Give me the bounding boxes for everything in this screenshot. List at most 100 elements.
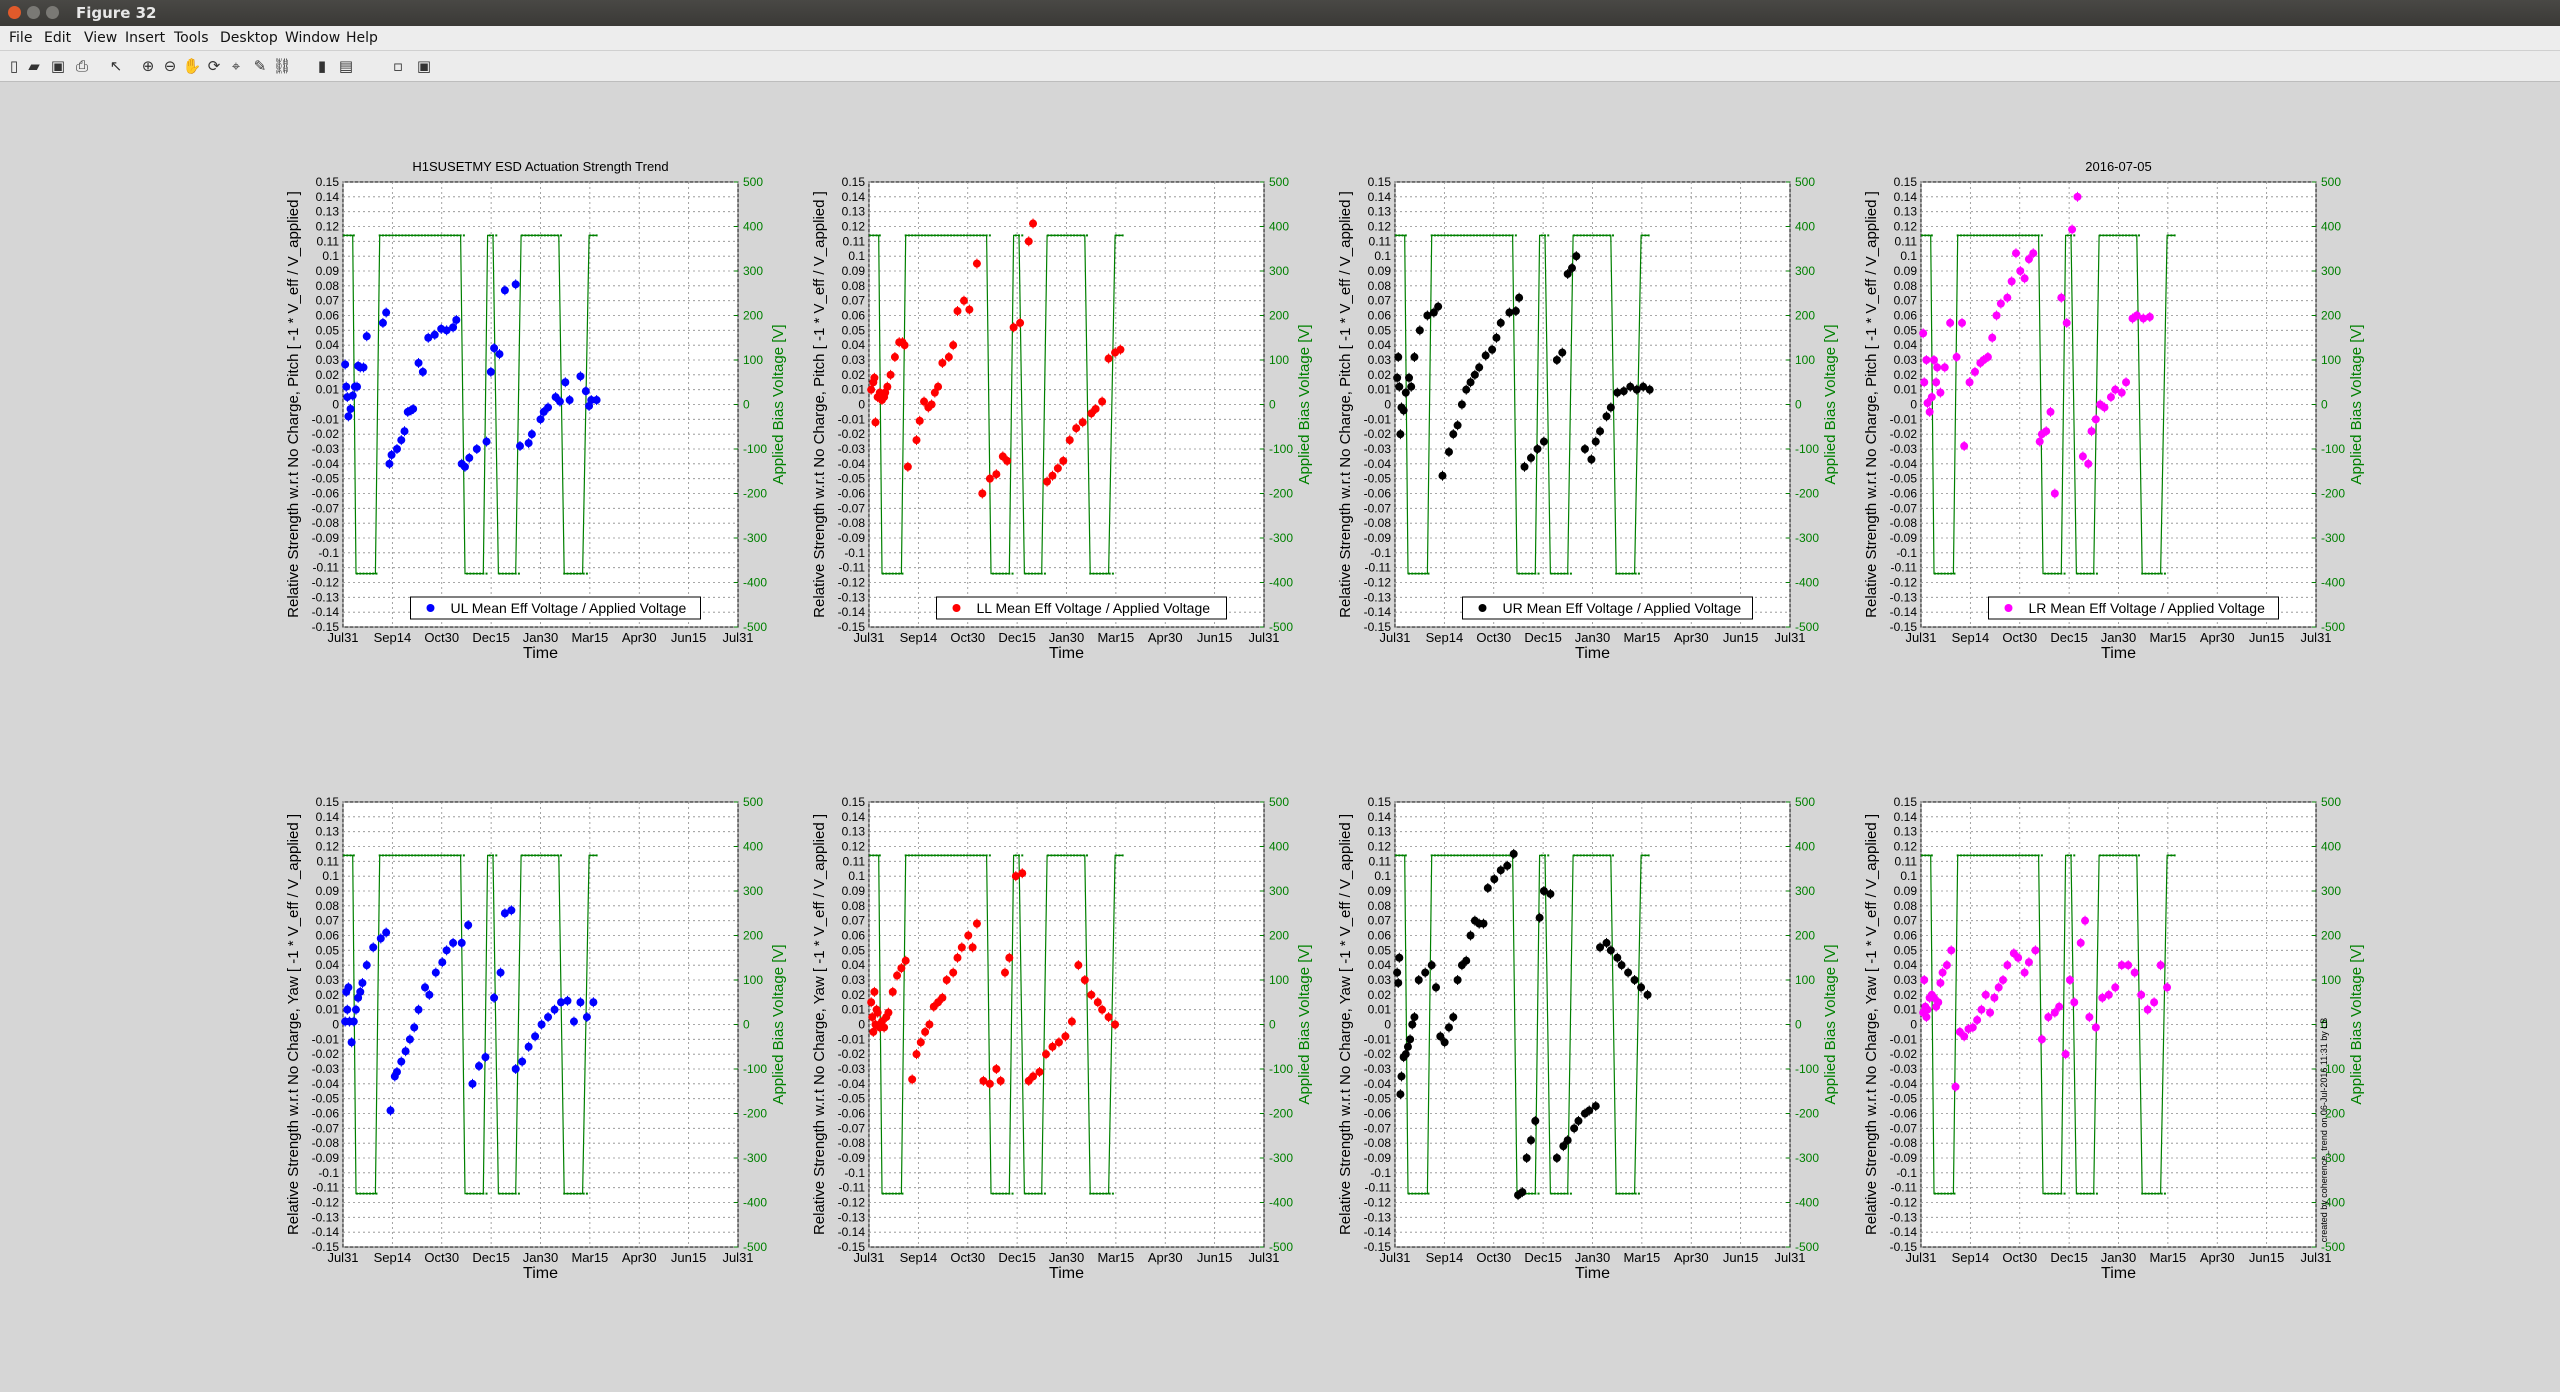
bias-voltage-marker	[2050, 572, 2053, 575]
edit-plot-icon[interactable]: ↖	[109, 57, 123, 75]
y-tick-label: 0.07	[1368, 294, 1392, 308]
y2-tick-label: 0	[2321, 398, 2328, 412]
data-point	[1427, 961, 1436, 970]
x-tick-label: Jul31	[2300, 630, 2331, 645]
y-tick-label: -0.08	[1364, 516, 1392, 530]
bias-voltage-marker	[1047, 234, 1050, 237]
y-tick-label: 0.12	[842, 840, 866, 854]
hide-plot-tools-icon[interactable]: ▫	[392, 57, 404, 75]
data-point	[442, 946, 451, 955]
x-tick-label: Mar15	[571, 630, 608, 645]
data-point	[550, 1005, 559, 1014]
bias-voltage-marker	[1420, 1192, 1423, 1195]
menu-edit[interactable]: Edit	[44, 30, 72, 46]
new-figure-icon[interactable]: ▯	[9, 57, 19, 75]
menu-view[interactable]: View	[84, 30, 118, 46]
data-point	[934, 382, 943, 391]
y-tick-label: -0.06	[1890, 487, 1918, 501]
data-point	[1587, 455, 1596, 464]
print-icon[interactable]: ⎙	[75, 57, 88, 75]
data-point	[1936, 388, 1945, 397]
y-tick-label: 0.09	[1368, 884, 1392, 898]
bias-voltage-marker	[398, 234, 401, 237]
y-tick-label: 0.09	[842, 884, 866, 898]
bias-voltage-marker	[1115, 234, 1118, 237]
data-point	[1624, 968, 1633, 977]
data-point	[2029, 249, 2038, 258]
minimize-window-icon[interactable]	[27, 6, 40, 19]
data-point	[1932, 378, 1941, 387]
y2-tick-label: -400	[743, 576, 767, 590]
y-tick-label: -0.05	[838, 1092, 866, 1106]
bias-voltage-marker	[1469, 234, 1472, 237]
show-plot-tools-icon[interactable]: ▣	[416, 57, 432, 75]
data-point	[1509, 849, 1518, 858]
bias-voltage-marker	[1985, 234, 1988, 237]
data-point	[1645, 385, 1654, 394]
y2-tick-label: 500	[1269, 175, 1289, 189]
y-tick-label: 0.05	[842, 943, 866, 957]
link-plot-icon[interactable]: ⛓	[272, 57, 292, 75]
menu-desktop[interactable]: Desktop	[220, 30, 278, 46]
data-cursor-icon[interactable]: ⌖	[231, 57, 241, 75]
bias-voltage-marker	[436, 854, 439, 857]
menu-window[interactable]: Window	[285, 30, 341, 46]
y-axis-label: Relative Strength w.r.t No Charge, Yaw […	[1337, 814, 1354, 1235]
data-point	[2037, 1035, 2046, 1044]
zoom-in-icon[interactable]: ⊕	[141, 57, 155, 75]
save-icon[interactable]: ▣	[50, 57, 66, 75]
data-point	[1449, 1013, 1458, 1022]
x-tick-label: Apr30	[2200, 1250, 2235, 1265]
y-tick-label: 0.14	[842, 190, 866, 204]
y-tick-label: 0.1	[1900, 249, 1917, 263]
y-tick-label: -0.02	[1364, 427, 1392, 441]
zoom-out-icon[interactable]: ⊖	[163, 57, 177, 75]
y-tick-label: -0.09	[1890, 531, 1918, 545]
bias-voltage-marker	[375, 572, 378, 575]
insert-colorbar-icon[interactable]: ▮	[317, 57, 327, 75]
bias-voltage-marker	[2138, 854, 2141, 857]
y-tick-label: -0.05	[312, 472, 340, 486]
maximize-window-icon[interactable]	[46, 6, 59, 19]
menu-file[interactable]: File	[9, 30, 33, 46]
insert-legend-icon[interactable]: ▤	[338, 57, 354, 75]
y-tick-label: 0.02	[1368, 988, 1392, 1002]
y-tick-label: 0.09	[842, 264, 866, 278]
y-tick-label: 0.09	[316, 264, 340, 278]
y-tick-label: 0.05	[1368, 323, 1392, 337]
data-point	[592, 396, 601, 405]
y-tick-label: 0.05	[316, 943, 340, 957]
data-point	[576, 372, 585, 381]
bias-voltage-marker	[1560, 572, 1563, 575]
y2-tick-label: -300	[1269, 531, 1293, 545]
bias-voltage-marker	[1553, 572, 1556, 575]
y2-tick-label: -300	[743, 531, 767, 545]
bias-voltage-marker	[1456, 234, 1459, 237]
data-point	[1403, 1042, 1412, 1051]
y-tick-label: 0.11	[1895, 234, 1918, 248]
data-point	[978, 489, 987, 498]
menu-tools[interactable]: Tools	[174, 30, 209, 46]
data-point	[524, 1042, 533, 1051]
rotate-3d-icon[interactable]: ⟳	[207, 57, 221, 75]
bias-voltage-marker	[950, 234, 953, 237]
bias-voltage-marker	[2092, 572, 2095, 575]
brush-icon[interactable]: ✎	[253, 57, 267, 75]
bias-voltage-marker	[2044, 1192, 2047, 1195]
data-point	[544, 1013, 553, 1022]
open-file-icon[interactable]: ▰	[28, 57, 40, 75]
pan-icon[interactable]: ✋	[182, 57, 202, 75]
bias-voltage-marker	[917, 854, 920, 857]
bias-voltage-marker	[1501, 854, 1504, 857]
close-window-icon[interactable]	[8, 6, 21, 19]
data-point	[511, 280, 520, 289]
y-tick-label: 0.13	[316, 205, 340, 219]
y-tick-label: 0.06	[316, 309, 340, 323]
y-tick-label: 0.06	[842, 309, 866, 323]
data-point	[2042, 427, 2051, 436]
menu-insert[interactable]: Insert	[125, 30, 166, 46]
bias-voltage-marker	[2005, 234, 2008, 237]
menu-help[interactable]: Help	[346, 30, 378, 46]
menu-bar: File Edit View Insert Tools Desktop Wind…	[0, 26, 2560, 51]
data-point	[1453, 976, 1462, 984]
